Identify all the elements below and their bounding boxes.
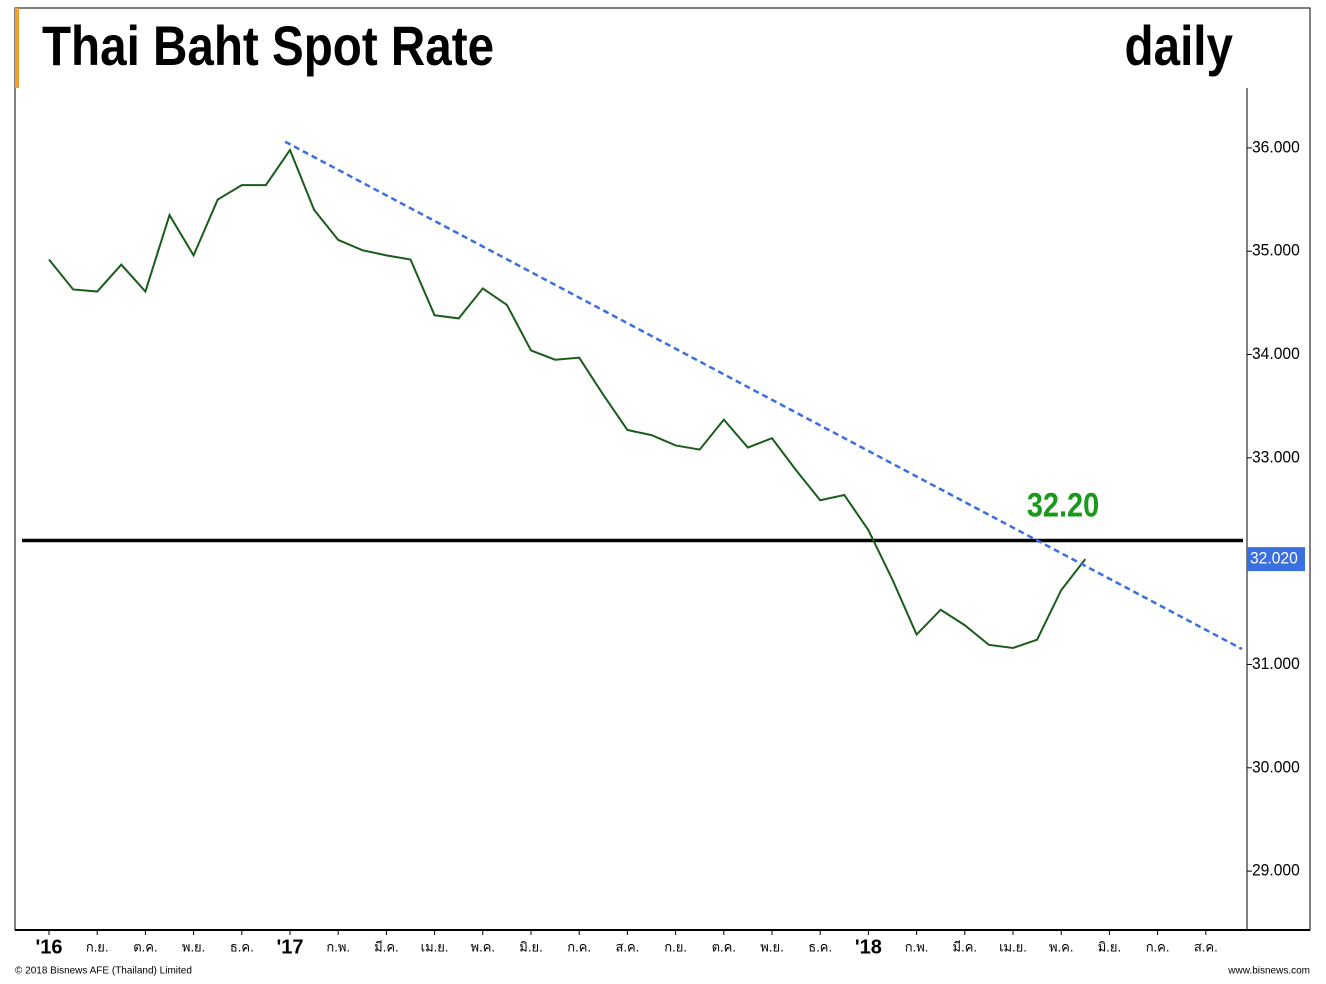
x-tick-label: มิ.ย. xyxy=(1098,939,1121,954)
y-tick-label: 34.000 xyxy=(1252,344,1300,363)
x-tick-label: '17 xyxy=(276,936,303,958)
chart-title: Thai Baht Spot Rate xyxy=(42,15,494,77)
title-accent xyxy=(15,8,19,88)
x-tick-label: พ.ย. xyxy=(760,939,783,954)
x-tick-label: ก.ย. xyxy=(664,939,687,954)
x-tick-label: ก.พ. xyxy=(905,939,929,954)
footer-right: www.bisnews.com xyxy=(1227,966,1310,977)
x-tick-label: ต.ค. xyxy=(712,939,736,954)
x-tick-label: ส.ค. xyxy=(615,939,639,954)
x-tick-label: มิ.ย. xyxy=(519,939,542,954)
chart-subtitle: daily xyxy=(1125,15,1234,77)
x-tick-label: ธ.ค. xyxy=(808,939,832,954)
x-tick-label: มี.ค. xyxy=(374,939,399,954)
x-tick-label: เม.ย. xyxy=(999,939,1027,954)
y-tick-label: 29.000 xyxy=(1252,861,1300,880)
x-tick-label: พ.ค. xyxy=(1049,939,1074,954)
y-tick-label: 30.000 xyxy=(1252,758,1300,777)
x-tick-label: ส.ค. xyxy=(1194,939,1218,954)
x-tick-label: มี.ค. xyxy=(953,939,978,954)
x-tick-label: ธ.ค. xyxy=(230,939,254,954)
y-tick-label: 31.000 xyxy=(1252,654,1300,673)
x-tick-label: ก.ค. xyxy=(567,939,591,954)
y-tick-label: 35.000 xyxy=(1252,241,1300,260)
x-tick-label: เม.ย. xyxy=(421,939,449,954)
price-line xyxy=(48,147,1087,649)
x-tick-label: '18 xyxy=(855,936,882,958)
last-value-label: 32.020 xyxy=(1250,549,1298,568)
y-tick-label: 33.000 xyxy=(1252,448,1300,467)
x-tick-label: ต.ค. xyxy=(133,939,157,954)
x-tick-label: ก.ย. xyxy=(86,939,109,954)
trendline xyxy=(284,140,1243,651)
x-tick-label: ก.ค. xyxy=(1146,939,1170,954)
frame xyxy=(14,7,1311,931)
x-tick-label: พ.ย. xyxy=(182,939,205,954)
x-tick-label: '16 xyxy=(35,936,62,958)
x-tick-label: พ.ค. xyxy=(471,939,496,954)
last-value-tag xyxy=(1247,547,1305,572)
footer-left: © 2018 Bisnews AFE (Thailand) Limited xyxy=(15,966,192,977)
x-tick-label: ก.พ. xyxy=(326,939,350,954)
y-tick-label: 36.000 xyxy=(1252,138,1300,157)
level-label: 32.20 xyxy=(1027,485,1099,524)
